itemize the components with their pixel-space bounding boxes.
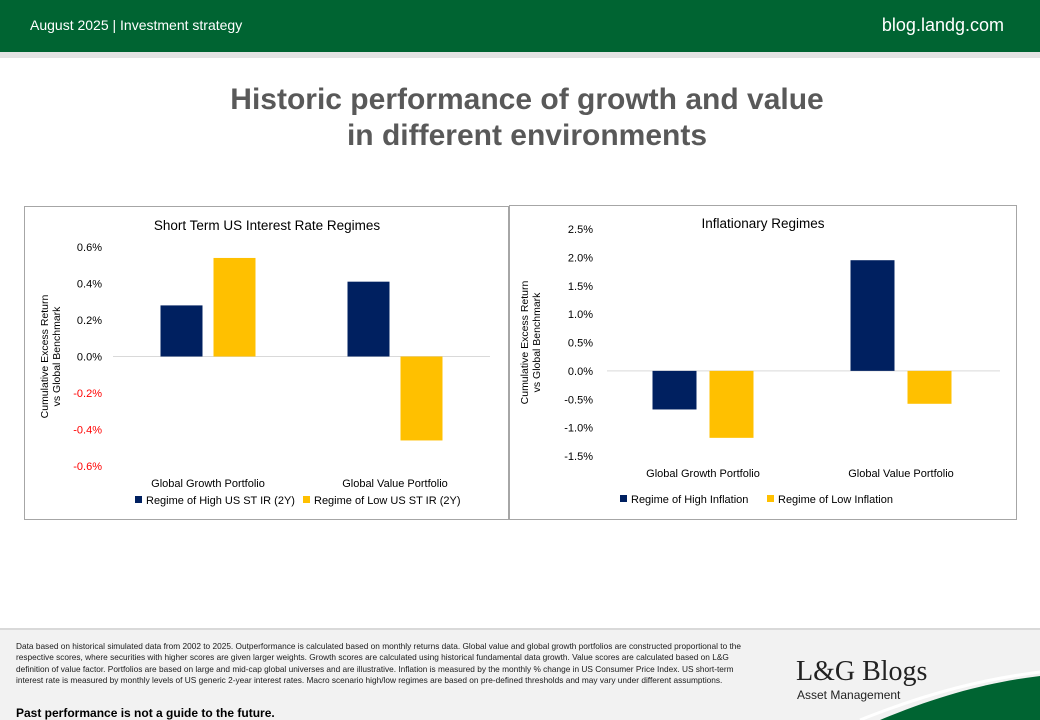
disclaimer-text: Past performance is not a guide to the f… — [16, 706, 275, 720]
chart-interest-rate: Short Term US Interest Rate Regimes Cumul… — [39, 218, 490, 507]
legend-label: Regime of Low US ST IR (2Y) — [314, 495, 461, 507]
legend-label: Regime of High US ST IR (2Y) — [146, 495, 295, 507]
page-title: Historic performance of growth and value… — [0, 82, 1040, 154]
y-axis-label-line-1: Cumulative Excess Return — [39, 294, 51, 418]
bar — [160, 305, 203, 357]
brand-logo[interactable]: L&G Blogs — [796, 656, 928, 687]
category-label: Global Growth Portfolio — [646, 468, 760, 480]
bar — [652, 370, 697, 410]
y-axis-label-line-1: Cumulative Excess Return — [519, 280, 531, 404]
y-tick-label: 2.5% — [568, 224, 593, 236]
page-title-line-1: Historic performance of growth and value — [230, 83, 824, 116]
page-title-line-2: in different environments — [346, 119, 708, 152]
y-tick-label: 0.6% — [77, 242, 102, 254]
y-tick-label: 0.2% — [77, 315, 102, 327]
bar — [400, 356, 443, 441]
footnote-text: Data based on historical simulated data … — [16, 641, 742, 685]
category-label: Global Growth Portfolio — [151, 478, 265, 490]
y-tick-label: -1.0% — [564, 423, 593, 435]
y-tick-label: -0.4% — [73, 425, 102, 437]
y-axis-label-line-2: vs Global Benchmark — [51, 306, 63, 407]
bar — [347, 281, 390, 357]
header-section-label: August 2025 | Investment strategy — [30, 17, 243, 33]
y-tick-label: 0.5% — [568, 338, 593, 350]
brand-logo-subtitle: Asset Management — [797, 688, 901, 702]
y-tick-label: 2.0% — [568, 252, 593, 264]
legend-swatch — [620, 495, 627, 502]
legend-label: Regime of High Inflation — [631, 494, 748, 506]
bar — [213, 257, 256, 357]
y-tick-label: -0.2% — [73, 388, 102, 400]
bar — [850, 260, 895, 371]
category-label: Global Value Portfolio — [848, 468, 954, 480]
chart-title: Short Term US Interest Rate Regimes — [154, 218, 381, 233]
site-link[interactable]: blog.landg.com — [881, 15, 1004, 35]
y-tick-label: 0.0% — [568, 366, 593, 378]
legend-swatch — [767, 495, 774, 502]
y-tick-label: -0.6% — [73, 461, 102, 473]
chart-panel-inflation: Inflationary Regimes Cumulative Excess Re… — [509, 205, 1017, 520]
y-tick-label: 0.4% — [77, 279, 102, 291]
bar — [907, 370, 952, 404]
y-tick-label: 0.0% — [77, 352, 102, 364]
chart-panel-interest-rate: Short Term US Interest Rate Regimes Cumul… — [24, 206, 509, 520]
legend-swatch — [303, 496, 310, 503]
legend-label: Regime of Low Inflation — [778, 494, 893, 506]
header-bar: August 2025 | Investment strategy blog.l… — [0, 0, 1040, 52]
y-tick-label: 1.5% — [568, 281, 593, 293]
y-tick-label: -0.5% — [564, 394, 593, 406]
chart-inflation: Inflationary Regimes Cumulative Excess Re… — [519, 216, 1000, 506]
header-divider — [0, 52, 1040, 58]
legend-swatch — [135, 496, 142, 503]
y-axis-label-line-2: vs Global Benchmark — [531, 292, 543, 393]
y-tick-label: -1.5% — [564, 451, 593, 463]
category-label: Global Value Portfolio — [342, 478, 448, 490]
y-tick-label: 1.0% — [568, 309, 593, 321]
bar — [709, 370, 754, 438]
chart-title: Inflationary Regimes — [701, 216, 824, 231]
